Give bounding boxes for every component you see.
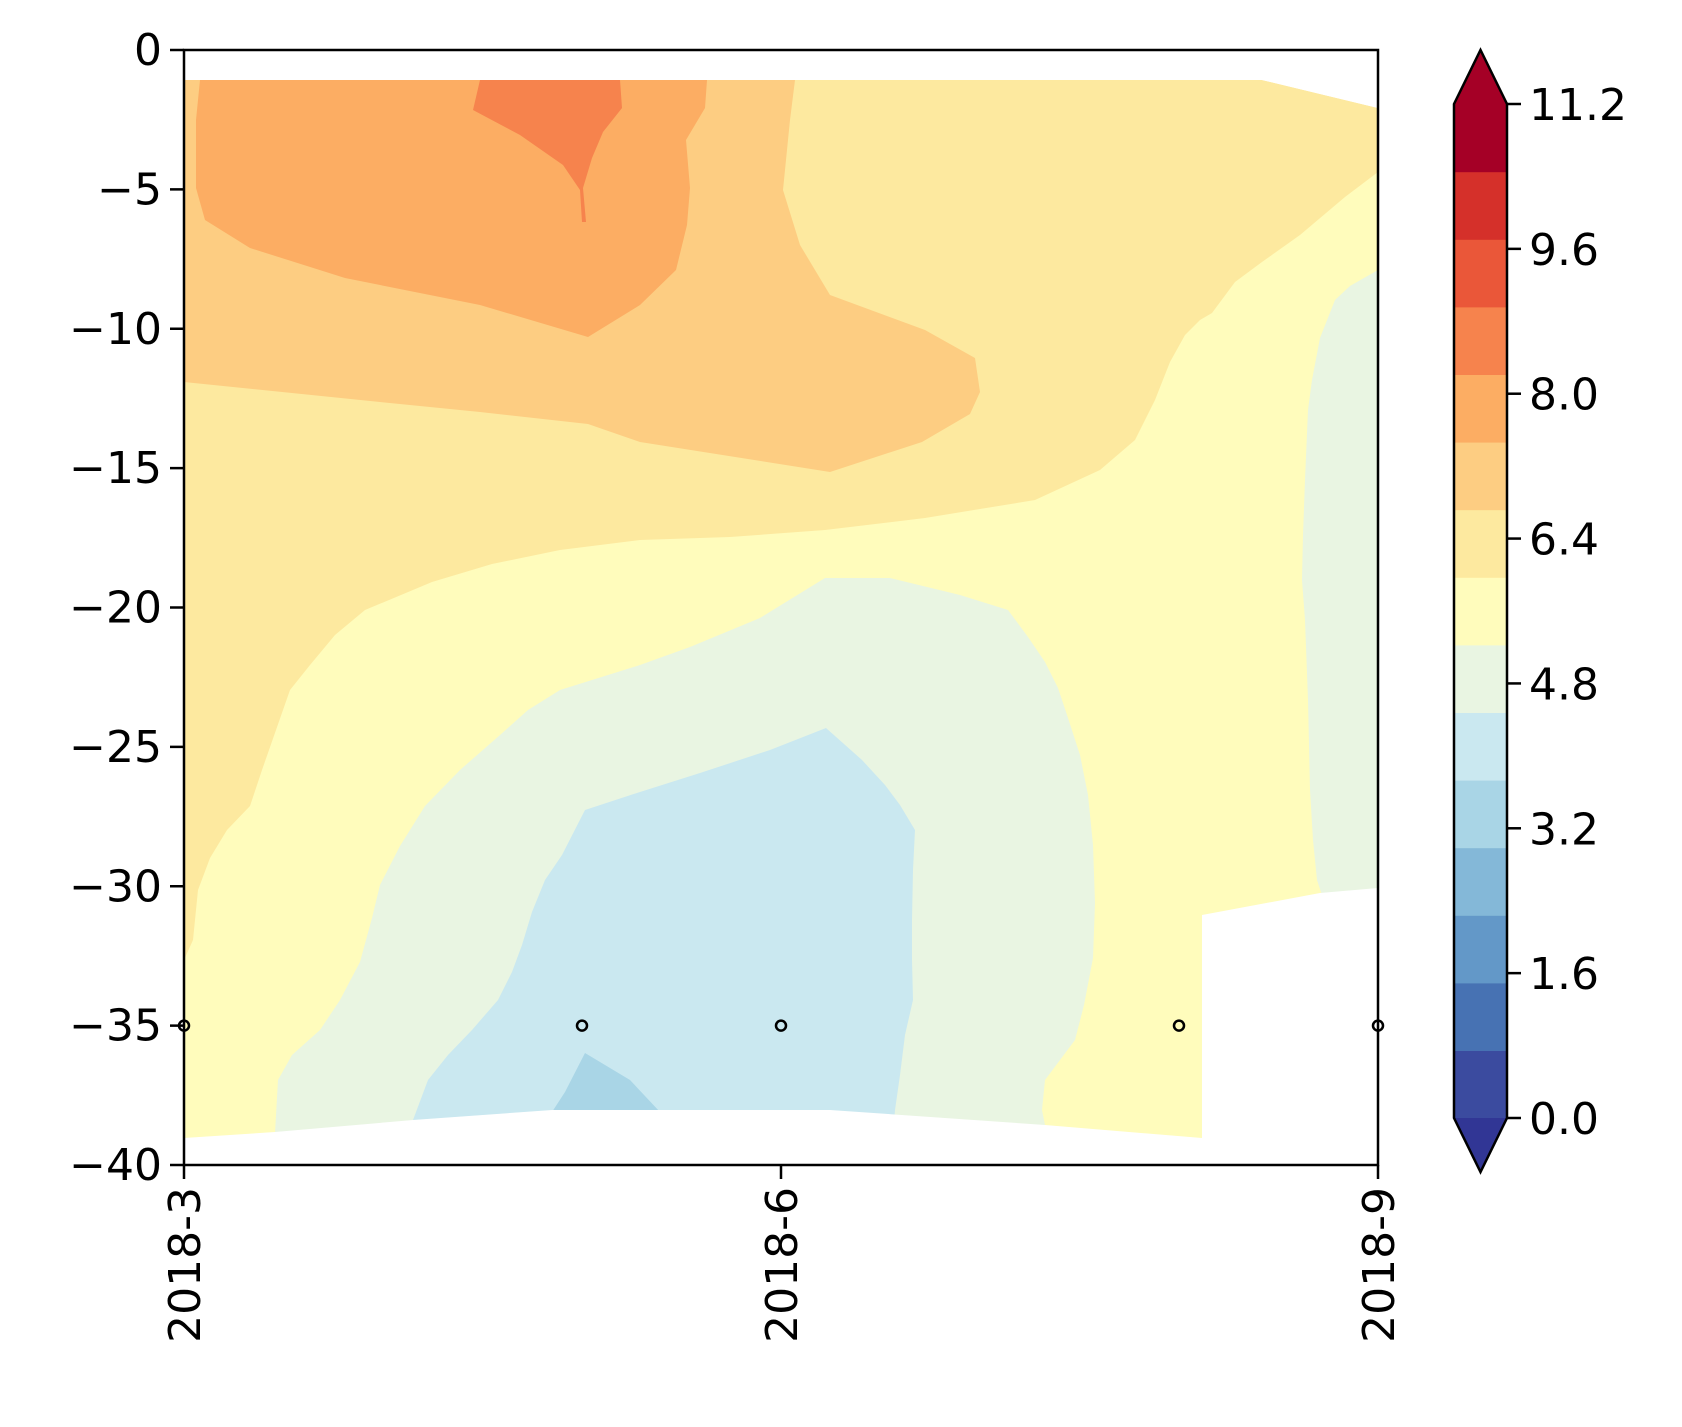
colorbar-segment [1454,171,1507,240]
colorbar-segment [1454,644,1507,713]
y-tick-label: −35 [69,1001,162,1052]
x-axis: 2018-3 2018-6 2018-9 [160,1165,1405,1343]
no-data-region-bottom [184,1110,1202,1165]
colorbar-segment [1454,577,1507,646]
y-tick-label: −20 [69,583,162,634]
colorbar-segment [1454,982,1507,1051]
colorbar-extend-min [1454,1118,1507,1172]
x-tick-label: 2018-9 [1354,1187,1405,1343]
y-axis: 0 −5 −10 −15 −20 −25 −30 −35 −40 [69,25,184,1191]
colorbar-tick-label: 0.0 [1529,1094,1599,1145]
y-tick-label: −15 [69,443,162,494]
colorbar-segment [1454,915,1507,984]
colorbar-tick-label: 9.6 [1529,225,1599,276]
colorbar-segment [1454,239,1507,308]
colorbar-segment [1454,1050,1507,1119]
contour-region-4.0-4.8 [413,728,915,1122]
colorbar-segment [1454,509,1507,578]
contour-region-4.8-5.6-right [1302,270,1378,895]
sample-point [575,1019,589,1032]
colorbar-segment [1454,442,1507,511]
plot-area [177,50,1385,1165]
y-tick-label: 0 [134,25,162,76]
colorbar-tick-label: 3.2 [1529,804,1599,855]
colorbar-tick-label: 6.4 [1529,515,1599,566]
sample-point [1172,1019,1186,1032]
y-tick-label: −40 [69,1140,162,1191]
colorbar-segment [1454,712,1507,781]
sample-point [774,1019,788,1032]
x-tick-label: 2018-3 [160,1187,211,1343]
colorbar-tick-label: 4.8 [1529,659,1599,710]
colorbar-segment [1454,374,1507,443]
y-tick-label: −30 [69,861,162,912]
colorbar-segment [1454,847,1507,916]
colorbar-segment [1454,104,1507,173]
x-tick-label: 2018-6 [757,1187,808,1343]
no-data-region-lower-right [1202,888,1378,1165]
y-tick-label: −5 [97,164,162,215]
y-tick-label: −25 [69,722,162,773]
colorbar-tick-label: 11.2 [1529,80,1627,131]
colorbar-tick-label: 8.0 [1529,370,1599,421]
contour-region-3.2-4.0 [552,1053,660,1112]
colorbar: 0.0 1.6 3.2 4.8 6.4 8.0 9.6 11.2 [1452,47,1627,1175]
y-tick-label: −10 [69,304,162,355]
colorbar-tick-label: 1.6 [1529,949,1599,1000]
colorbar-extend-max [1454,50,1507,104]
no-data-region-top [184,50,1378,108]
colorbar-segment [1454,306,1507,375]
contour-region-8.8-9.6 [473,80,622,222]
colorbar-segment [1454,780,1507,849]
